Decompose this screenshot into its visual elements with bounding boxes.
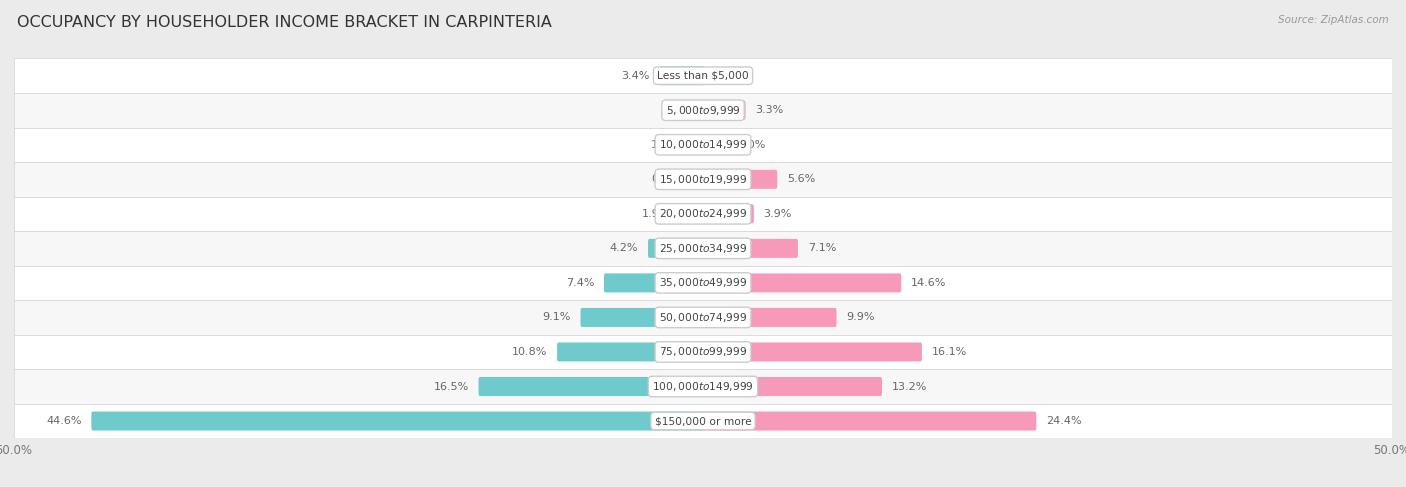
Text: 1.9%: 1.9% [641,209,669,219]
Text: 0.2%: 0.2% [665,105,693,115]
Bar [14,369,1392,404]
FancyBboxPatch shape [702,342,922,361]
FancyBboxPatch shape [702,135,728,154]
Text: 3.4%: 3.4% [621,71,650,81]
Text: $5,000 to $9,999: $5,000 to $9,999 [665,104,741,117]
Text: 10.8%: 10.8% [512,347,547,357]
Bar [14,265,1392,300]
Text: 7.4%: 7.4% [565,278,595,288]
Text: $20,000 to $24,999: $20,000 to $24,999 [659,207,747,220]
Text: 24.4%: 24.4% [1046,416,1081,426]
Text: 14.6%: 14.6% [911,278,946,288]
Text: Source: ZipAtlas.com: Source: ZipAtlas.com [1278,15,1389,25]
FancyBboxPatch shape [557,342,704,361]
Text: 5.6%: 5.6% [787,174,815,184]
FancyBboxPatch shape [702,308,837,327]
Text: 1.2%: 1.2% [651,140,679,150]
Text: 16.5%: 16.5% [433,381,468,392]
Text: Less than $5,000: Less than $5,000 [657,71,749,81]
Text: $15,000 to $19,999: $15,000 to $19,999 [659,173,747,186]
Text: 9.1%: 9.1% [543,313,571,322]
Text: 44.6%: 44.6% [46,416,82,426]
Text: 0.71%: 0.71% [651,174,686,184]
FancyBboxPatch shape [702,205,754,224]
Text: $50,000 to $74,999: $50,000 to $74,999 [659,311,747,324]
Text: $100,000 to $149,999: $100,000 to $149,999 [652,380,754,393]
FancyBboxPatch shape [648,239,704,258]
FancyBboxPatch shape [605,273,704,292]
Bar [14,197,1392,231]
FancyBboxPatch shape [702,273,901,292]
Text: 7.1%: 7.1% [807,244,837,253]
Text: 2.0%: 2.0% [738,140,766,150]
Text: 3.9%: 3.9% [763,209,792,219]
FancyBboxPatch shape [478,377,704,396]
FancyBboxPatch shape [702,239,799,258]
FancyBboxPatch shape [702,377,882,396]
FancyBboxPatch shape [91,412,704,431]
Bar [14,162,1392,197]
Bar [14,58,1392,93]
FancyBboxPatch shape [702,170,778,189]
Bar [14,231,1392,265]
Text: 4.2%: 4.2% [610,244,638,253]
Text: OCCUPANCY BY HOUSEHOLDER INCOME BRACKET IN CARPINTERIA: OCCUPANCY BY HOUSEHOLDER INCOME BRACKET … [17,15,551,30]
Text: 0.0%: 0.0% [710,71,738,81]
Text: $25,000 to $34,999: $25,000 to $34,999 [659,242,747,255]
Bar [14,300,1392,335]
Text: 16.1%: 16.1% [932,347,967,357]
FancyBboxPatch shape [581,308,704,327]
Text: $35,000 to $49,999: $35,000 to $49,999 [659,277,747,289]
FancyBboxPatch shape [702,412,1036,431]
Text: 3.3%: 3.3% [755,105,783,115]
Bar [14,93,1392,128]
Text: 13.2%: 13.2% [891,381,927,392]
Bar [14,128,1392,162]
FancyBboxPatch shape [679,205,704,224]
Text: 9.9%: 9.9% [846,313,875,322]
Text: $150,000 or more: $150,000 or more [655,416,751,426]
Text: $75,000 to $99,999: $75,000 to $99,999 [659,345,747,358]
FancyBboxPatch shape [659,66,704,85]
Text: $10,000 to $14,999: $10,000 to $14,999 [659,138,747,151]
FancyBboxPatch shape [702,101,745,120]
FancyBboxPatch shape [689,135,704,154]
Bar [14,404,1392,438]
FancyBboxPatch shape [696,170,704,189]
Bar [14,335,1392,369]
